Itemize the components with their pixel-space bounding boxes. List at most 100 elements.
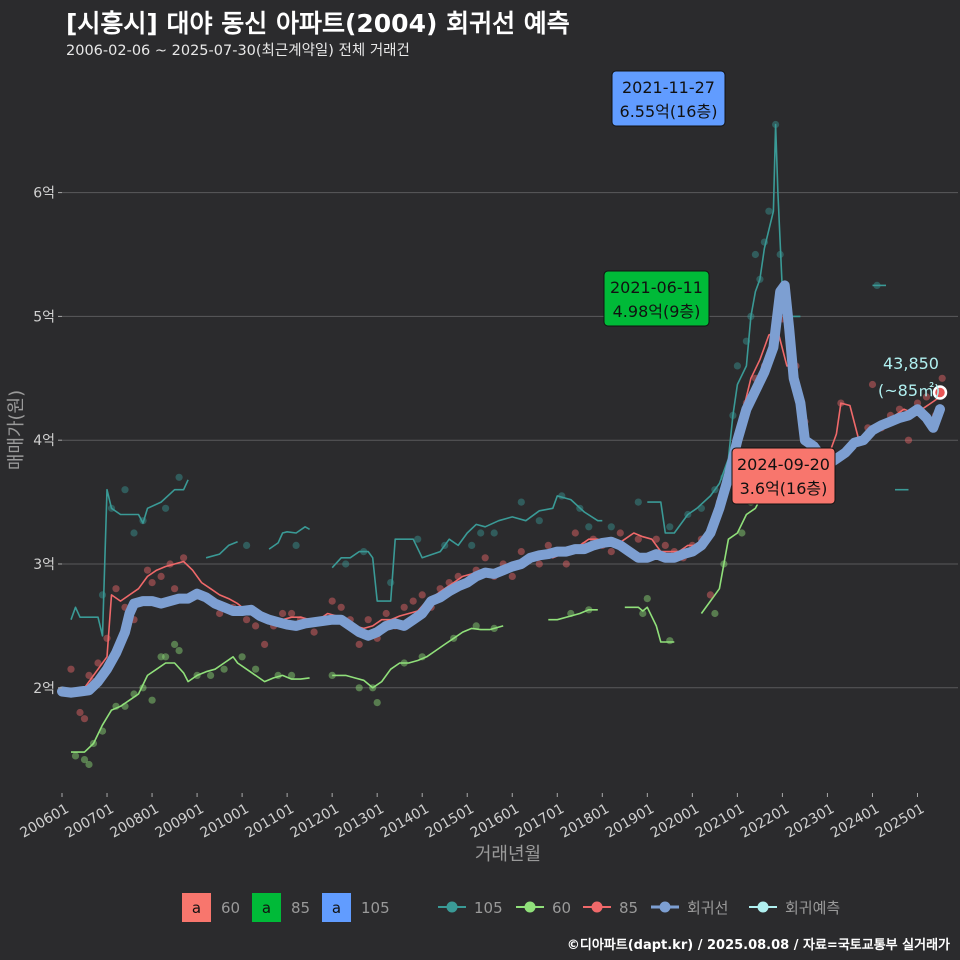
- scatter-point-105: [765, 207, 773, 215]
- scatter-point-85: [571, 529, 579, 537]
- series-60-line: [700, 499, 761, 614]
- scatter-point-85: [180, 554, 188, 562]
- chart-subtitle: 2006-02-06 ~ 2025-07-30(최근계약일) 전체 거래건: [66, 43, 410, 59]
- scatter-point-85: [382, 609, 390, 618]
- legend-key-60: [182, 893, 211, 922]
- scatter-point-85: [481, 554, 489, 562]
- scatter-point-85: [445, 579, 453, 587]
- scatter-point-105: [387, 579, 395, 587]
- x-tick-label: 202201: [738, 801, 792, 842]
- scatter-point-85: [661, 541, 669, 550]
- scatter-point-85: [310, 628, 318, 636]
- scatter-point-60: [567, 609, 575, 618]
- scatter-point-85: [868, 380, 877, 389]
- scatter-point-105: [360, 548, 368, 556]
- x-tick-label: 201001: [198, 801, 252, 842]
- prediction-point: [932, 385, 948, 400]
- scatter-point-85: [166, 560, 174, 568]
- scatter-point-60: [71, 752, 80, 760]
- scatter-point-60: [373, 699, 381, 707]
- scatter-point-85: [895, 405, 904, 413]
- scatter-point-105: [684, 510, 692, 519]
- y-tick-label: 5억: [33, 309, 55, 325]
- scatter-point-85: [562, 560, 570, 568]
- scatter-point-105: [139, 517, 147, 525]
- legend-key-105: [322, 893, 351, 922]
- scatter-point-85: [328, 597, 336, 605]
- scatter-point-105: [756, 275, 764, 283]
- scatter-point-105: [711, 486, 719, 494]
- scatter-point-60: [162, 653, 170, 661]
- source-caption: ©디아파트(dapt.kr) / 2025.08.08 / 자료=국토교통부 실…: [566, 938, 950, 953]
- scatter-point-60: [139, 684, 147, 692]
- legend-label-60: 60: [221, 899, 240, 917]
- scatter-point-105: [414, 535, 422, 543]
- series-60-line: [332, 625, 504, 689]
- scatter-point-105: [747, 312, 755, 320]
- x-tick-label: 201701: [513, 801, 567, 842]
- scatter-point-60: [193, 671, 201, 680]
- scatter-point-105: [98, 591, 107, 599]
- x-tick-label: 201901: [603, 801, 657, 842]
- legend: a 60 a 85 a 105 105 60 85 회귀선 회귀예측: [182, 893, 840, 922]
- scatter-point-85: [634, 535, 642, 543]
- scatter-point-60: [643, 595, 651, 603]
- annotation-date: 2021-11-27: [622, 78, 715, 97]
- scatter-point-60: [220, 665, 228, 673]
- scatter-point-105: [733, 362, 742, 370]
- scatter-point-85: [261, 640, 269, 649]
- scatter-point-60: [207, 671, 215, 680]
- scatter-point-60: [369, 684, 377, 692]
- scatter-point-105: [634, 498, 642, 506]
- scatter-point-105: [742, 337, 751, 345]
- scatter-point-85: [364, 616, 372, 624]
- scatter-point-85: [279, 609, 287, 618]
- scatter-point-85: [938, 374, 946, 382]
- scatter-point-60: [98, 727, 107, 735]
- scatter-point-60: [175, 647, 183, 655]
- scatter-point-60: [711, 609, 719, 618]
- annotation-box-105: [611, 70, 726, 127]
- scatter-point-105: [162, 504, 170, 512]
- series-60-line: [71, 656, 310, 753]
- x-tick-label: 202101: [693, 801, 747, 842]
- scatter-point-105: [558, 492, 566, 500]
- scatter-point-105: [175, 473, 183, 481]
- legend-point-4: [757, 901, 769, 913]
- x-tick-label: 200901: [153, 801, 207, 842]
- scatter-point-85: [85, 671, 93, 680]
- scatter-point-60: [639, 609, 647, 618]
- x-tick-label: 201301: [333, 801, 387, 842]
- scatter-point-85: [252, 622, 260, 630]
- scatter-point-105: [130, 529, 138, 537]
- series-lines: [70, 123, 941, 753]
- x-tick-label: 200801: [108, 801, 162, 842]
- scatter-point-85: [508, 572, 516, 581]
- scatter-point-60: [400, 659, 408, 667]
- annotations: 43,850 (~85㎡) 2021-11-27 6.55억(16층) 2021-06-…: [603, 70, 948, 505]
- scatter-point-85: [148, 579, 156, 587]
- scatter-point-85: [288, 609, 296, 618]
- scatter-point-60: [666, 637, 674, 645]
- scatter-point-85: [616, 529, 624, 537]
- scatter-point-60: [418, 653, 426, 661]
- scatter-point-85: [112, 585, 120, 593]
- scatter-point-60: [148, 696, 156, 704]
- x-tick-label: 202501: [873, 801, 927, 842]
- scatter-point-105: [535, 517, 543, 525]
- series-105-line: [205, 540, 238, 559]
- scatter-point-85: [904, 436, 913, 444]
- x-tick-label: 202401: [828, 801, 882, 842]
- scatter-point-105: [517, 498, 525, 506]
- legend-point-0: [446, 901, 458, 913]
- annotation-box-60: [731, 447, 836, 505]
- scatter-point-105: [697, 504, 706, 512]
- scatter-point-60: [130, 690, 138, 698]
- scatter-point-60: [355, 684, 363, 692]
- scatter-point-85: [535, 560, 543, 568]
- scatter-point-105: [107, 504, 116, 512]
- scatter-point-60: [274, 671, 282, 680]
- x-tick-label: 201201: [288, 801, 342, 842]
- series-85-line: [75, 330, 941, 695]
